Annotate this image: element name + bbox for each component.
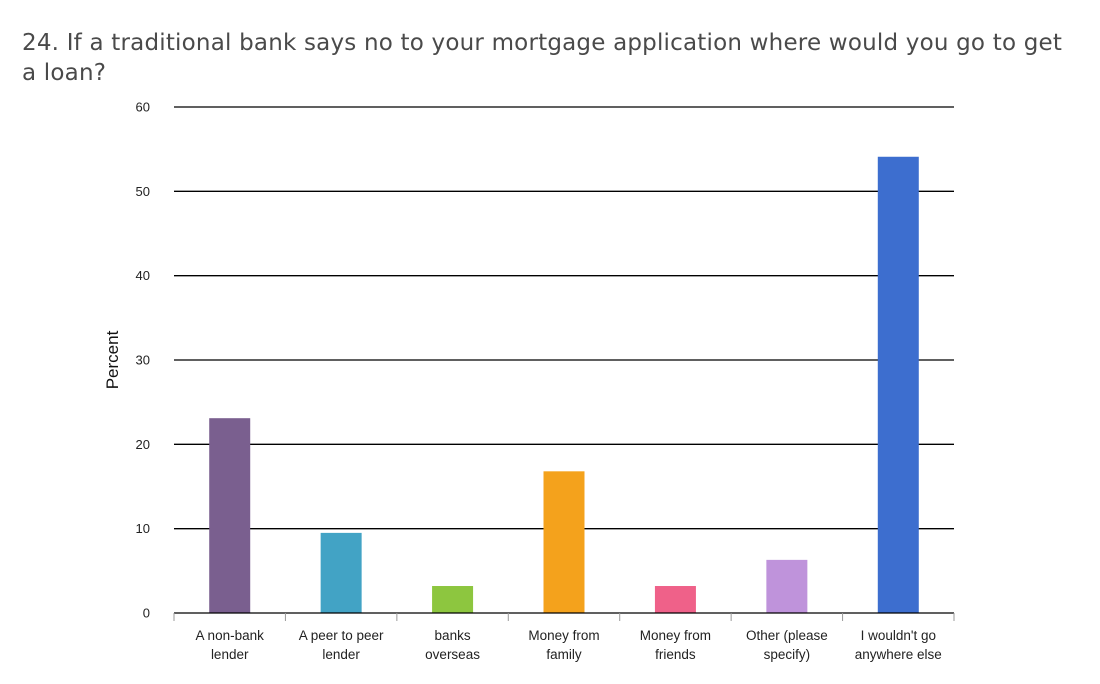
category-label-line: A non-bank (196, 628, 265, 643)
y-tick-label: 30 (136, 353, 150, 368)
category-label-line: Money from (528, 628, 599, 643)
y-tick-label: 40 (136, 268, 150, 283)
x-axis (173, 612, 955, 621)
y-axis-label: Percent (103, 330, 122, 389)
category-label-line: friends (655, 647, 696, 662)
category-label: banks overseas (425, 628, 480, 662)
category-label-line: anywhere else (855, 647, 942, 662)
y-tick-label: 0 (143, 606, 150, 621)
category-label-line: family (546, 647, 582, 662)
category-label: Money from friends (640, 628, 711, 662)
bar (877, 156, 919, 614)
bar (320, 532, 362, 613)
category-label-line: overseas (425, 647, 480, 662)
category-label: Other (please specify) (746, 628, 828, 662)
category-labels: A non-bank lender A peer to peer lender bank… (196, 628, 942, 662)
category-label-line: lender (211, 647, 249, 662)
bar (766, 559, 808, 613)
category-label-line: Money from (640, 628, 711, 643)
y-tick-label: 50 (136, 184, 150, 199)
category-label-line: lender (322, 647, 360, 662)
bar (209, 418, 251, 613)
y-tick-label: 10 (136, 521, 150, 536)
category-label-line: banks (435, 628, 471, 643)
category-label-line: specify) (764, 647, 811, 662)
category-label: A peer to peer lender (299, 628, 384, 662)
bar (543, 471, 585, 613)
category-label-line: Other (please (746, 628, 828, 643)
chart-title: 24. If a traditional bank says no to you… (22, 30, 1063, 86)
category-label-line: I wouldn't go (861, 628, 936, 643)
category-label: I wouldn't go anywhere else (855, 628, 942, 662)
category-label-line: A peer to peer (299, 628, 384, 643)
bar (654, 586, 696, 613)
gridlines (174, 106, 954, 530)
y-tick-label: 20 (136, 437, 150, 452)
bars (209, 156, 919, 614)
y-tick-label: 60 (136, 100, 150, 115)
category-label: A non-bank lender (196, 628, 265, 662)
category-label: Money from family (528, 628, 599, 662)
bar (432, 586, 474, 613)
y-tick-labels: 0 10 20 30 40 50 60 (136, 100, 150, 621)
